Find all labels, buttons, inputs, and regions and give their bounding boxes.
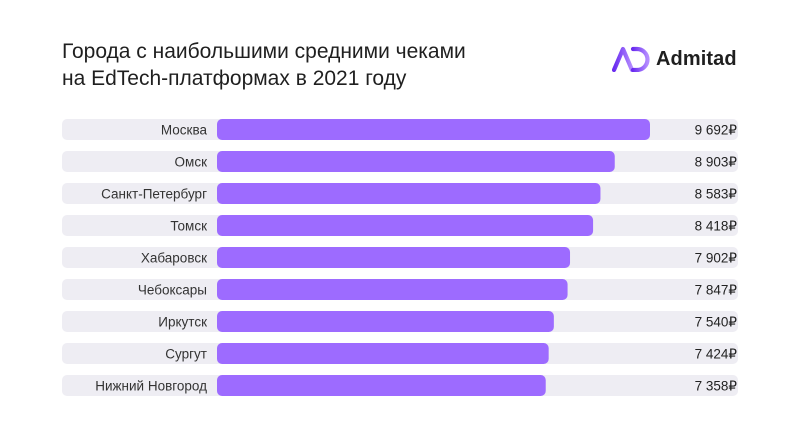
admitad-logo-icon: [612, 46, 650, 72]
value-label: 7 902₽: [695, 251, 738, 266]
category-label: Хабаровск: [141, 251, 207, 266]
brand-logo: Admitad: [612, 46, 737, 72]
value-label: 8 903₽: [695, 155, 738, 170]
category-label: Чебоксары: [138, 283, 207, 298]
category-label: Сургут: [165, 347, 207, 362]
category-label: Санкт-Петербург: [101, 187, 207, 202]
value-label: 7 424₽: [695, 347, 738, 362]
value-label: 7 358₽: [695, 379, 738, 394]
bar: [217, 183, 601, 204]
category-label: Иркутск: [158, 315, 207, 330]
bar: [217, 247, 571, 268]
value-label: 8 583₽: [695, 187, 738, 202]
bar: [217, 119, 650, 140]
bar: [217, 279, 568, 300]
chart-title: Города с наибольшими средними чеками на …: [62, 40, 466, 90]
category-label: Томск: [170, 219, 207, 234]
brand-name: Admitad: [656, 47, 737, 70]
bar: [217, 151, 615, 172]
value-label: 7 540₽: [695, 315, 738, 330]
bar: [217, 375, 546, 396]
category-label: Омск: [175, 155, 208, 170]
value-label: 9 692₽: [695, 123, 738, 138]
value-label: 7 847₽: [695, 283, 738, 298]
category-label: Москва: [161, 123, 208, 138]
bar: [217, 311, 554, 332]
value-label: 8 418₽: [695, 219, 738, 234]
bar: [217, 215, 594, 236]
bar: [217, 343, 549, 364]
category-label: Нижний Новгород: [95, 379, 207, 394]
